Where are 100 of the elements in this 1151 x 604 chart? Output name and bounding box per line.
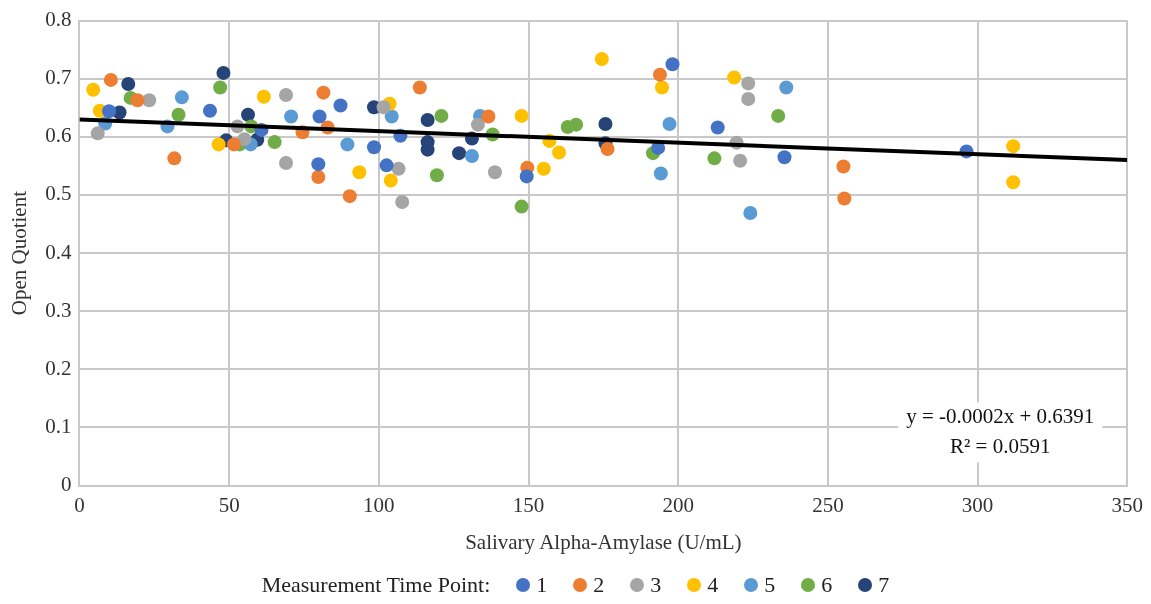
y-tick-label: 0.1 bbox=[45, 413, 72, 438]
point bbox=[452, 146, 467, 161]
legend-label: 1 bbox=[536, 572, 548, 598]
point bbox=[727, 70, 742, 85]
point bbox=[481, 109, 496, 124]
legend-label: 7 bbox=[878, 572, 890, 598]
point bbox=[376, 100, 391, 115]
point bbox=[342, 189, 357, 204]
point bbox=[464, 149, 479, 164]
legend-label: 6 bbox=[821, 572, 833, 598]
point bbox=[412, 80, 427, 95]
legend-title: Measurement Time Point: bbox=[261, 572, 491, 598]
point bbox=[779, 80, 794, 95]
point bbox=[202, 103, 217, 118]
point bbox=[552, 145, 567, 160]
point bbox=[311, 157, 326, 172]
point bbox=[1006, 139, 1021, 154]
point bbox=[429, 168, 444, 183]
point bbox=[316, 85, 331, 100]
point bbox=[519, 169, 534, 184]
point bbox=[102, 104, 117, 119]
point bbox=[279, 156, 294, 171]
point bbox=[836, 159, 851, 174]
point bbox=[662, 117, 677, 132]
x-tick-label: 250 bbox=[812, 492, 844, 517]
point bbox=[733, 153, 748, 168]
point bbox=[420, 112, 435, 127]
point bbox=[340, 137, 355, 152]
point bbox=[174, 90, 189, 105]
point bbox=[665, 57, 680, 72]
point bbox=[1006, 175, 1021, 190]
point bbox=[391, 161, 406, 176]
point bbox=[90, 126, 105, 141]
point bbox=[237, 132, 252, 147]
point bbox=[743, 205, 758, 220]
y-tick-label: 0.4 bbox=[45, 239, 72, 264]
y-tick-label: 0.5 bbox=[45, 181, 72, 206]
point bbox=[741, 92, 756, 107]
point bbox=[167, 151, 182, 166]
point bbox=[487, 165, 502, 180]
point bbox=[226, 137, 241, 152]
point bbox=[267, 135, 282, 150]
point bbox=[213, 80, 228, 95]
point bbox=[434, 108, 449, 123]
point bbox=[312, 109, 327, 124]
point bbox=[130, 93, 145, 108]
point bbox=[311, 169, 326, 184]
y-tick-label: 0.2 bbox=[45, 355, 72, 380]
point bbox=[395, 194, 410, 209]
point bbox=[367, 140, 382, 155]
x-axis-title: Salivary Alpha-Amylase (U/mL) bbox=[465, 529, 742, 554]
point bbox=[652, 67, 667, 82]
annotation: y = -0.0002x + 0.6391 bbox=[906, 404, 1095, 429]
point bbox=[86, 82, 101, 97]
y-tick-label: 0.8 bbox=[45, 7, 72, 32]
point bbox=[256, 89, 271, 104]
point bbox=[514, 108, 529, 123]
point bbox=[536, 161, 551, 176]
legend-label: 2 bbox=[593, 572, 605, 598]
point bbox=[514, 199, 529, 214]
point bbox=[707, 151, 722, 166]
y-tick-label: 0.3 bbox=[45, 297, 72, 322]
annotation: R² = 0.0591 bbox=[950, 434, 1051, 459]
point bbox=[121, 76, 136, 91]
point bbox=[333, 98, 348, 113]
y-tick-label: 0.6 bbox=[45, 123, 72, 148]
x-tick-label: 150 bbox=[512, 492, 545, 517]
point bbox=[216, 65, 231, 80]
point bbox=[171, 107, 186, 122]
x-tick-label: 100 bbox=[363, 492, 395, 517]
point bbox=[241, 107, 255, 122]
point bbox=[710, 120, 725, 135]
point bbox=[103, 72, 118, 87]
point bbox=[594, 51, 609, 66]
point bbox=[352, 165, 367, 180]
y-tick-label: 0.7 bbox=[45, 65, 72, 90]
y-axis-title: Open Quotient bbox=[7, 190, 32, 316]
x-tick-label: 50 bbox=[218, 492, 240, 517]
point bbox=[284, 109, 299, 124]
point bbox=[569, 117, 584, 132]
point bbox=[384, 109, 399, 124]
point bbox=[142, 93, 157, 108]
point bbox=[655, 80, 670, 95]
point bbox=[600, 142, 615, 157]
legend-label: 3 bbox=[650, 572, 662, 598]
x-tick-label: 300 bbox=[961, 492, 994, 517]
point bbox=[470, 117, 485, 132]
point bbox=[837, 191, 852, 206]
legend-label: 4 bbox=[707, 572, 719, 598]
point bbox=[653, 166, 668, 181]
point bbox=[741, 76, 756, 91]
point bbox=[771, 108, 786, 123]
point bbox=[211, 137, 226, 152]
point bbox=[379, 158, 394, 173]
point bbox=[279, 88, 294, 102]
x-tick-label: 200 bbox=[662, 492, 694, 517]
point bbox=[598, 117, 613, 132]
x-tick-label: 350 bbox=[1111, 492, 1143, 517]
y-tick-label: 0 bbox=[60, 472, 72, 497]
legend-label: 5 bbox=[764, 572, 776, 598]
